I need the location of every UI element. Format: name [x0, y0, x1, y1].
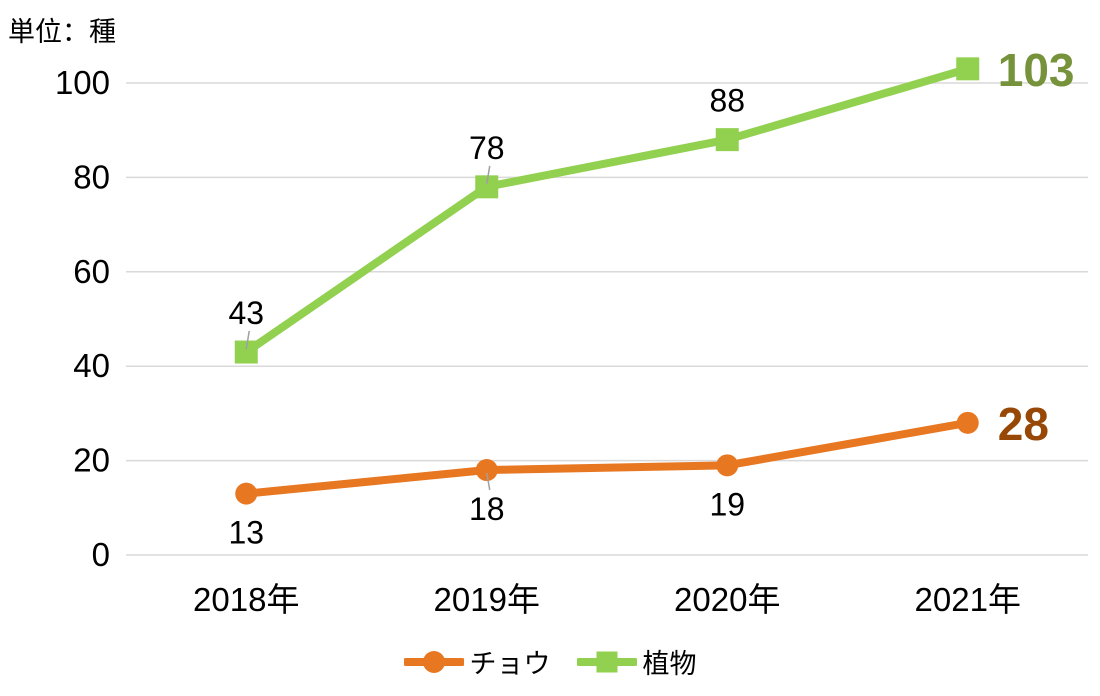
legend-item-0: チョウ — [403, 642, 551, 681]
legend-item-1: 植物 — [576, 642, 697, 681]
y-tick-100: 100 — [55, 64, 110, 101]
last-data-label-1: 103 — [998, 44, 1075, 96]
x-tick-3: 2021年 — [915, 581, 1021, 618]
label-leader-1-1 — [486, 165, 491, 184]
data-label-1-2: 88 — [709, 83, 745, 119]
marker-0-0 — [235, 482, 258, 505]
data-label-1-0: 43 — [228, 295, 264, 331]
marker-1-1 — [475, 175, 499, 199]
marker-1-3 — [956, 57, 980, 81]
legend-label-0: チョウ — [469, 649, 551, 679]
x-tick-1: 2019年 — [434, 581, 540, 618]
data-label-0-0: 13 — [228, 515, 264, 551]
y-tick-80: 80 — [73, 158, 110, 195]
series-line-0 — [242, 418, 972, 498]
y-tick-0: 0 — [92, 536, 110, 573]
marker-1-2 — [715, 128, 739, 152]
legend-line-square-icon — [576, 651, 637, 672]
marker-0-1 — [475, 459, 498, 482]
marker-0-3 — [956, 411, 979, 434]
label-leader-0-1 — [486, 472, 491, 491]
data-label-0-1: 18 — [469, 491, 505, 527]
marker-0-2 — [716, 454, 739, 477]
y-tick-20: 20 — [73, 442, 110, 479]
marker-1-0 — [234, 340, 258, 364]
legend-line-circle-icon — [403, 650, 464, 673]
y-tick-40: 40 — [73, 347, 110, 384]
y-tick-60: 60 — [73, 253, 110, 290]
chart-legend: チョウ 植物 — [0, 642, 1100, 681]
data-label-0-2: 19 — [709, 486, 745, 522]
last-data-label-0: 28 — [998, 398, 1049, 450]
x-tick-0: 2018年 — [193, 581, 299, 618]
data-label-1-1: 78 — [469, 130, 505, 166]
label-leader-1-0 — [245, 330, 250, 350]
unit-label: 単位：種 — [8, 17, 116, 47]
legend-label-1: 植物 — [642, 649, 697, 679]
series-line-1 — [242, 64, 972, 357]
x-tick-2: 2020年 — [674, 581, 780, 618]
